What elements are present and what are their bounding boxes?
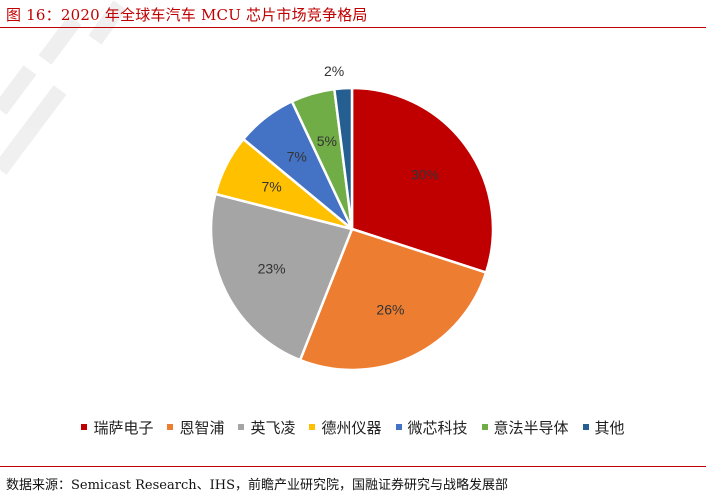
chart-legend: 瑞萨电子 恩智浦 英飞凌 德州仪器 微芯科技 意法半导体 其他 [0, 414, 706, 440]
legend-item: 恩智浦 [167, 417, 224, 438]
legend-label: 恩智浦 [179, 418, 225, 437]
pie-slice [209, 192, 354, 362]
legend-swatch [481, 424, 488, 430]
legend-item: 其他 [582, 417, 625, 438]
pie-data-labels: 30% 26% 23% 7% 7% 5% 2% [258, 63, 439, 317]
legend-item: 德州仪器 [309, 417, 382, 438]
pie-data-label: 26% [376, 301, 404, 317]
pie-data-label: 7% [261, 179, 281, 195]
pie-slice [350, 86, 495, 275]
legend-label: 英飞凌 [250, 418, 296, 437]
pie-data-label: 7% [287, 148, 307, 164]
pie-data-label: 2% [324, 63, 344, 79]
figure-title: 图 16：2020 年全球车汽车 MCU 芯片市场竞争格局 [6, 6, 368, 24]
source-note: 数据来源：Semicast Research、IHS，前瞻产业研究院，国融证券研… [6, 478, 508, 493]
legend-swatch [582, 424, 589, 430]
legend-item: 瑞萨电子 [81, 417, 153, 438]
legend-swatch [238, 424, 245, 430]
legend-label: 德州仪器 [321, 418, 382, 437]
pie-chart: 30% 26% 23% 7% 7% 5% 2% [209, 63, 495, 372]
pie-data-label: 23% [258, 261, 286, 277]
legend-swatch [81, 424, 88, 430]
source-divider [0, 466, 706, 467]
legend-swatch [309, 424, 316, 430]
pie-slice [298, 227, 488, 372]
legend-label: 微芯科技 [407, 418, 468, 437]
pie-data-label: 5% [317, 133, 337, 149]
title-divider [0, 27, 706, 28]
legend-item: 英飞凌 [238, 417, 295, 438]
pie-slice [332, 86, 354, 230]
pie-slices [209, 86, 495, 372]
pie-data-label: 30% [411, 167, 439, 183]
legend-label: 其他 [594, 418, 625, 437]
legend-swatch [395, 424, 402, 430]
legend-swatch [167, 424, 174, 430]
legend-item: 微芯科技 [395, 417, 468, 438]
legend-label: 意法半导体 [493, 418, 569, 437]
legend-item: 意法半导体 [481, 417, 569, 438]
legend-label: 瑞萨电子 [93, 418, 154, 437]
